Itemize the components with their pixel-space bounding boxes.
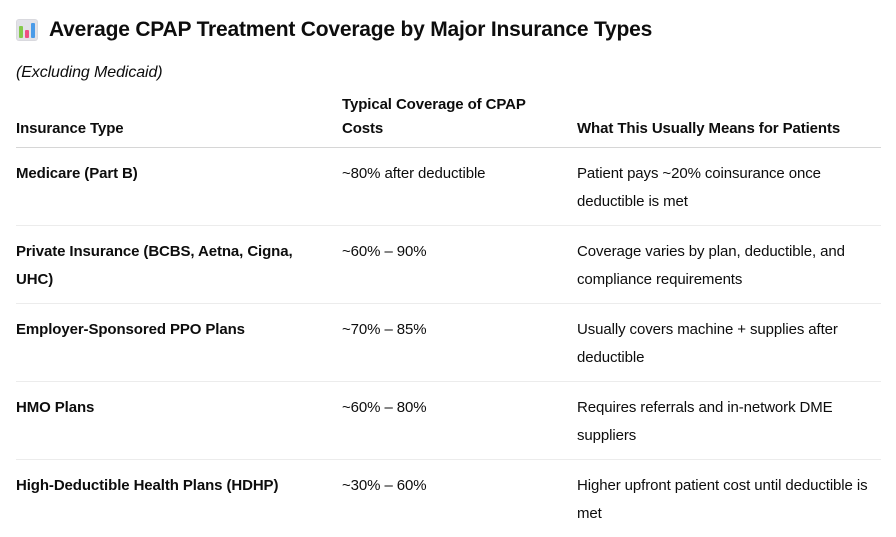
bar-chart-icon-green-bar — [19, 26, 23, 38]
table-row: High-Deductible Health Plans (HDHP) ~30%… — [16, 460, 881, 537]
cell-meaning: Patient pays ~20% coinsurance once deduc… — [577, 147, 881, 226]
column-header-meaning: What This Usually Means for Patients — [577, 93, 881, 148]
title-row: Average CPAP Treatment Coverage by Major… — [16, 15, 881, 45]
cell-insurance-type: HMO Plans — [16, 381, 342, 460]
table-row: Employer-Sponsored PPO Plans ~70% – 85% … — [16, 303, 881, 382]
column-header-typical-coverage: Typical Coverage of CPAP Costs — [342, 93, 577, 148]
cell-insurance-type: High-Deductible Health Plans (HDHP) — [16, 477, 279, 494]
cell-coverage: ~60% – 90% — [342, 225, 577, 304]
page-subtitle: (Excluding Medicaid) — [16, 64, 163, 81]
bar-chart-icon-pink-bar — [25, 30, 29, 38]
cell-insurance-type: Private Insurance (BCBS, Aetna, Cigna, U… — [16, 225, 342, 304]
bar-chart-icon-blue-bar — [31, 23, 35, 38]
bar-chart-icon — [16, 19, 38, 41]
table-row: HMO Plans ~60% – 80% Requires referrals … — [16, 381, 881, 460]
cell-coverage: ~80% after deductible — [342, 147, 577, 226]
table-row: Medicare (Part B) ~80% after deductible … — [16, 147, 881, 226]
coverage-table: Insurance Type Typical Coverage of CPAP … — [16, 93, 881, 537]
cell-meaning: Higher upfront patient cost until deduct… — [577, 477, 868, 522]
cell-insurance-type: Medicare (Part B) — [16, 147, 342, 226]
cell-coverage: ~30% – 60% — [342, 477, 427, 494]
page-title: Average CPAP Treatment Coverage by Major… — [49, 18, 653, 41]
column-header-insurance-type: Insurance Type — [16, 93, 342, 148]
cell-meaning: Coverage varies by plan, deductible, and… — [577, 225, 881, 304]
cell-meaning: Usually covers machine + supplies after … — [577, 303, 881, 382]
cell-meaning: Requires referrals and in-network DME su… — [577, 381, 881, 460]
cell-coverage: ~60% – 80% — [342, 381, 577, 460]
cell-insurance-type: Employer-Sponsored PPO Plans — [16, 303, 342, 382]
table-header-row: Insurance Type Typical Coverage of CPAP … — [16, 93, 881, 148]
cell-coverage: ~70% – 85% — [342, 303, 577, 382]
table-row: Private Insurance (BCBS, Aetna, Cigna, U… — [16, 225, 881, 304]
